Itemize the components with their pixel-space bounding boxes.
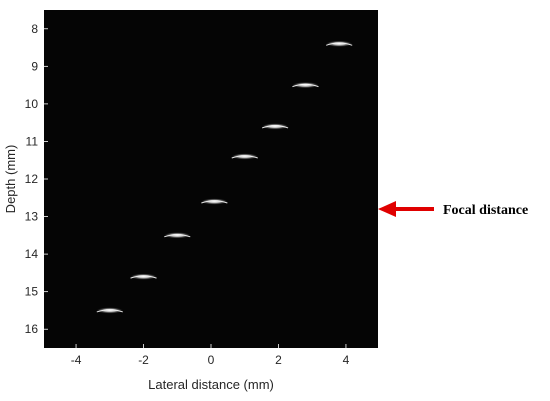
reflector-point <box>261 123 289 130</box>
reflector-glow <box>164 232 191 239</box>
x-axis-label: Lateral distance (mm) <box>148 377 274 392</box>
focal-distance-label: Focal distance <box>443 203 528 218</box>
reflector-arc <box>130 275 157 279</box>
reflector-glow <box>262 123 289 130</box>
reflector-glow <box>292 82 319 89</box>
plot-area <box>44 10 378 348</box>
reflector-point <box>130 273 157 280</box>
reflector-arc <box>96 309 123 313</box>
y-tick-label: 13 <box>25 210 39 224</box>
y-tick-label: 10 <box>25 97 39 111</box>
y-axis-label: Depth (mm) <box>3 145 18 214</box>
y-axis-ticks: 8 9 10 11 12 13 14 15 16 <box>25 22 48 336</box>
x-axis-ticks: -4 -2 0 2 4 <box>71 344 350 367</box>
reflector-point <box>292 82 319 89</box>
reflector-arc <box>164 234 191 238</box>
reflector-glow <box>201 198 228 205</box>
y-tick-label: 12 <box>25 172 39 186</box>
x-tick-label: 0 <box>208 353 215 367</box>
reflector-glow <box>231 153 258 160</box>
y-tick-label: 9 <box>31 59 38 73</box>
x-tick-label: -4 <box>71 353 82 367</box>
reflector-point <box>164 232 191 239</box>
reflector-glow <box>130 273 157 280</box>
x-tick-label: 4 <box>343 353 350 367</box>
reflector-glow <box>96 307 123 314</box>
reflector-point <box>326 40 353 47</box>
reflector-arc <box>201 200 228 204</box>
reflector-point <box>201 198 228 205</box>
focal-distance-annotation: Focal distance <box>378 201 528 218</box>
x-tick-label: -2 <box>138 353 149 367</box>
reflector-glow <box>326 40 353 47</box>
y-tick-label: 8 <box>31 22 38 36</box>
y-tick-label: 15 <box>25 285 39 299</box>
y-tick-label: 16 <box>25 322 39 336</box>
reflector-arc <box>231 155 258 159</box>
reflector-point <box>96 307 123 314</box>
reflector-points <box>96 40 353 314</box>
reflector-arc <box>326 42 353 46</box>
x-tick-label: 2 <box>275 353 282 367</box>
reflector-arc <box>261 125 289 129</box>
y-tick-label: 14 <box>25 247 39 261</box>
reflector-arc <box>292 83 319 88</box>
reflector-point <box>231 153 258 160</box>
arrow-head <box>378 201 396 218</box>
y-tick-label: 11 <box>26 134 39 148</box>
